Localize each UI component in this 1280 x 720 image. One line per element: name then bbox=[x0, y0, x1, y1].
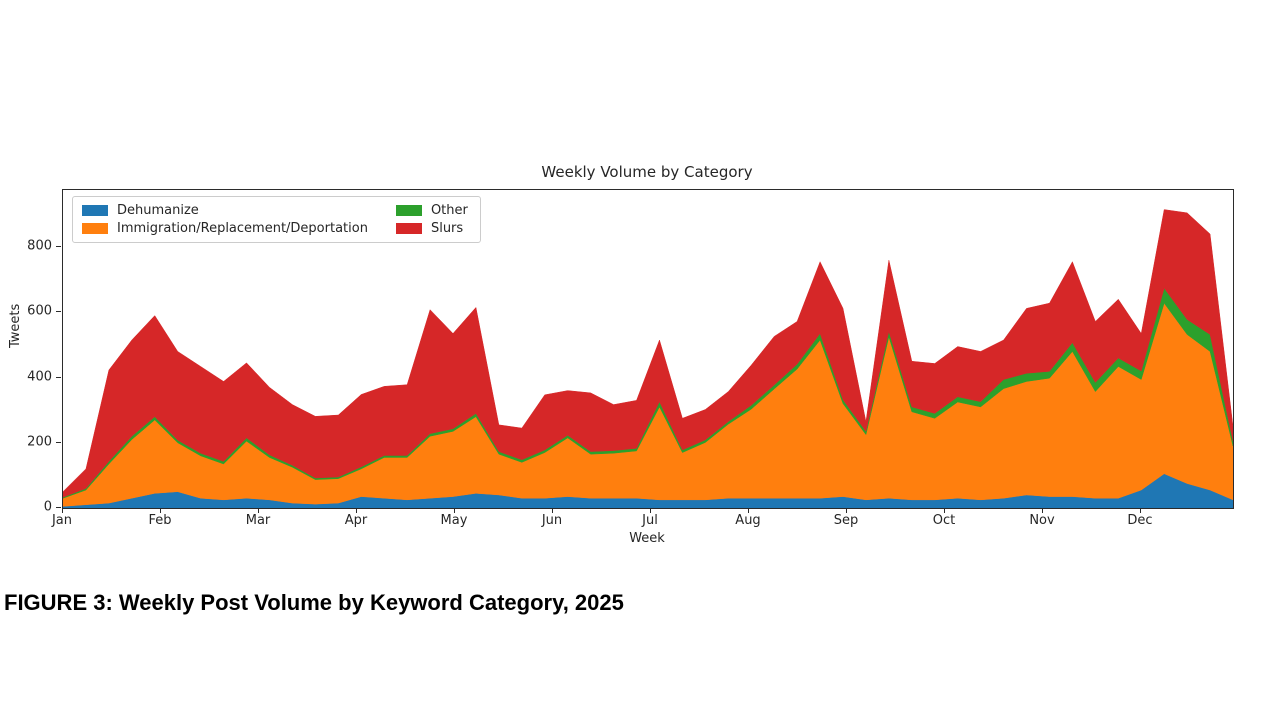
x-tick-mark bbox=[1140, 508, 1141, 513]
chart-figure: Weekly Volume by Category Dehumanize Oth… bbox=[8, 163, 1234, 546]
x-tick-label: Sep bbox=[833, 513, 859, 528]
legend-swatch-dehumanize bbox=[82, 205, 108, 216]
legend-item-other: Other bbox=[395, 203, 468, 218]
plot-area: Dehumanize Other Immigration/Replacement… bbox=[62, 189, 1234, 509]
y-tick-label: 400 bbox=[27, 369, 52, 385]
y-tick-mark bbox=[56, 507, 61, 508]
y-tick-label: 200 bbox=[27, 434, 52, 450]
chart-title: Weekly Volume by Category bbox=[541, 163, 753, 181]
x-tick-label: May bbox=[440, 513, 468, 528]
legend-label: Immigration/Replacement/Deportation bbox=[117, 221, 368, 236]
legend-swatch-slurs bbox=[395, 223, 422, 234]
x-tick-mark bbox=[650, 508, 651, 513]
x-tick-label: Apr bbox=[344, 513, 368, 528]
x-tick-mark bbox=[356, 508, 357, 513]
y-tick-label: 800 bbox=[27, 238, 52, 254]
x-tick-mark bbox=[846, 508, 847, 513]
x-tick-label: Jun bbox=[541, 513, 563, 528]
area-series-slurs bbox=[63, 209, 1233, 498]
x-tick-label: Dec bbox=[1127, 513, 1153, 528]
legend-swatch-immigration bbox=[82, 223, 108, 234]
legend: Dehumanize Other Immigration/Replacement… bbox=[72, 196, 481, 243]
x-tick-mark bbox=[748, 508, 749, 513]
legend-item-dehumanize: Dehumanize bbox=[82, 204, 368, 217]
stacked-area-plot bbox=[63, 209, 1233, 508]
x-tick-label: Aug bbox=[735, 513, 761, 528]
x-tick-mark bbox=[160, 508, 161, 513]
x-tick-label: Mar bbox=[245, 513, 271, 528]
figure-caption: FIGURE 3: Weekly Post Volume by Keyword … bbox=[4, 590, 624, 615]
legend-label: Dehumanize bbox=[117, 203, 199, 218]
x-tick-label: Nov bbox=[1029, 513, 1055, 528]
x-tick-mark bbox=[1042, 508, 1043, 513]
x-tick-mark bbox=[62, 508, 63, 513]
y-tick-mark bbox=[56, 376, 61, 378]
x-tick-mark bbox=[258, 508, 259, 513]
y-tick-mark bbox=[56, 311, 61, 313]
legend-item-slurs: Slurs bbox=[395, 221, 468, 236]
legend-swatch-other bbox=[395, 205, 422, 216]
y-tick-label: 600 bbox=[27, 303, 52, 319]
x-tick-label: Jan bbox=[51, 513, 73, 528]
x-axis-label: Week bbox=[629, 531, 665, 546]
y-tick-mark bbox=[56, 246, 61, 248]
legend-item-immigration: Immigration/Replacement/Deportation bbox=[82, 222, 368, 235]
x-tick-mark bbox=[454, 508, 455, 513]
x-tick-label: Jul bbox=[642, 513, 658, 528]
x-tick-mark bbox=[944, 508, 945, 513]
x-tick-label: Oct bbox=[932, 513, 956, 528]
x-tick-mark bbox=[552, 508, 553, 513]
y-tick-label: 0 bbox=[43, 499, 52, 515]
legend-label: Slurs bbox=[430, 221, 464, 236]
legend-label: Other bbox=[430, 203, 468, 218]
y-tick-mark bbox=[56, 441, 61, 443]
x-tick-label: Feb bbox=[148, 513, 172, 528]
